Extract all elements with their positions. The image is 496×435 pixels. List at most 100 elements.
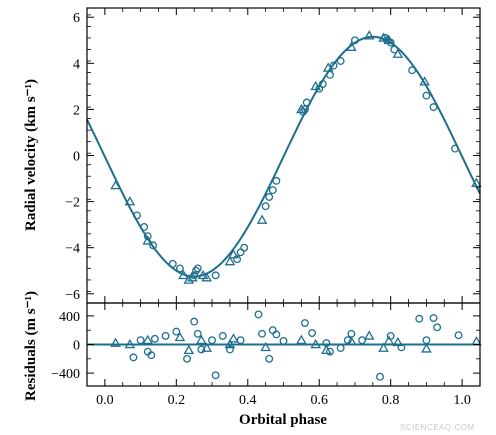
residual-point-circle — [429, 314, 438, 322]
rv-point-circle — [329, 61, 338, 70]
rv-point-circle — [240, 243, 249, 252]
rv-point-circle — [236, 248, 245, 257]
residual-point-triangle — [228, 333, 239, 343]
rv-point-triangle — [419, 76, 430, 86]
phase-x-tick-label: 0.6 — [310, 393, 328, 408]
residual-point-circle — [258, 329, 267, 338]
rv-point-circle — [211, 271, 220, 280]
residuals-plot-area — [87, 310, 482, 381]
rv-point-circle — [193, 264, 202, 273]
rv-point-triangle — [142, 235, 154, 245]
rv-point-triangle — [110, 179, 121, 190]
residuals-panel: −400 0 400 0.0 0.2 0.4 0.6 0.8 1.0 Residuals (m… — [23, 291, 482, 428]
rv-point-circle — [133, 211, 141, 220]
rv-point-circle — [272, 176, 281, 185]
radial-velocity-axis-title: Radial velocity (km s⁻¹) — [23, 79, 39, 231]
rv-point-circle — [149, 241, 158, 250]
rv-point-triangle — [296, 103, 307, 114]
residual-point-circle — [265, 354, 274, 363]
radial-velocity-y-ticks: −6 −4 −2 0 2 4 6 — [65, 8, 481, 304]
residual-point-circle — [197, 345, 206, 354]
residual-point-circle — [150, 334, 159, 343]
rv-point-triangle — [383, 34, 395, 45]
rv-point-triangle — [124, 196, 136, 206]
residual-point-circle — [347, 329, 356, 338]
residual-point-circle — [454, 331, 463, 340]
residual-point-circle — [218, 331, 227, 340]
watermark: SCIENCEAQ.COM — [400, 423, 475, 432]
rv-point-circle — [140, 222, 149, 231]
residual-point-circle — [325, 347, 334, 356]
rv-point-triangle — [392, 48, 404, 58]
rv-point-triangle — [228, 249, 239, 259]
residual-point-circle — [433, 323, 442, 332]
residual-point-circle — [279, 336, 288, 345]
rv-point-circle — [351, 36, 359, 45]
rv-point-triangle — [363, 30, 375, 40]
residual-point-circle — [183, 354, 191, 363]
rv-point-triangle — [256, 214, 268, 224]
rv-y-tick-label: 0 — [73, 150, 80, 165]
phase-x-tick-label: 1.0 — [453, 393, 471, 408]
rv-point-triangle — [471, 177, 482, 187]
rv-point-circle — [429, 103, 438, 112]
rv-point-circle — [192, 266, 200, 275]
residual-point-triangle — [201, 342, 213, 352]
orbital-phase-x-ticks: 0.0 0.2 0.4 0.6 0.8 1.0 — [86, 303, 481, 408]
residual-point-triangle — [383, 335, 395, 345]
residual-point-circle — [254, 310, 263, 319]
rv-point-circle — [265, 193, 274, 201]
phase-x-tick-label: 0.2 — [168, 393, 186, 408]
rv-point-triangle — [178, 269, 189, 280]
residual-point-triangle — [142, 334, 154, 345]
residual-point-triangle — [196, 334, 207, 345]
rv-point-circle — [261, 202, 270, 211]
residual-point-circle — [172, 327, 181, 336]
rv-point-circle — [168, 259, 177, 268]
residual-point-triangle — [363, 330, 375, 340]
rv-point-triangle — [201, 272, 213, 282]
residual-point-circle — [308, 329, 317, 338]
rv-point-circle — [268, 186, 277, 195]
rv-y-tick-label: 2 — [73, 103, 80, 118]
rv-point-circle — [143, 232, 152, 241]
rv-point-triangle — [346, 41, 357, 51]
residual-point-triangle — [260, 341, 271, 352]
residual-point-circle — [415, 314, 424, 323]
residual-point-triangle — [321, 344, 332, 355]
rv-point-circle — [318, 80, 327, 89]
residual-point-circle — [136, 336, 145, 345]
residual-point-triangle — [392, 336, 404, 347]
rv-y-tick-label: 4 — [73, 57, 80, 72]
phase-x-tick-label: 0.8 — [382, 393, 400, 408]
residual-point-circle — [268, 326, 277, 335]
rv-y-tick-label: −4 — [65, 242, 80, 257]
radial-velocity-plot-area — [86, 30, 482, 284]
rv-point-triangle — [224, 256, 236, 266]
residual-y-tick-label: 400 — [59, 310, 80, 325]
residual-point-circle — [208, 336, 216, 345]
rv-point-circle — [175, 264, 184, 273]
residual-point-circle — [422, 336, 431, 345]
residual-point-circle — [376, 372, 384, 381]
rv-point-circle — [451, 144, 459, 153]
residuals-y-ticks: −400 0 400 — [51, 310, 480, 382]
residual-point-circle — [129, 353, 138, 362]
residual-point-circle — [272, 330, 281, 339]
residual-y-tick-label: 0 — [73, 339, 80, 354]
rv-point-triangle — [322, 62, 334, 72]
residual-point-triangle — [124, 338, 136, 349]
residual-y-tick-label: −400 — [51, 367, 80, 382]
rv-point-triangle — [310, 80, 321, 91]
residual-point-circle — [161, 331, 170, 340]
phase-x-tick-label: 0.0 — [96, 393, 114, 408]
residual-point-triangle — [346, 336, 357, 346]
rv-point-triangle — [183, 274, 195, 284]
residual-point-circle — [147, 351, 156, 360]
rv-y-tick-label: 6 — [73, 11, 80, 26]
residual-point-triangle — [378, 342, 389, 352]
residuals-axis-title: Residuals (m s⁻¹) — [23, 291, 39, 401]
residual-point-circle — [225, 345, 234, 354]
residual-point-circle — [211, 371, 220, 380]
